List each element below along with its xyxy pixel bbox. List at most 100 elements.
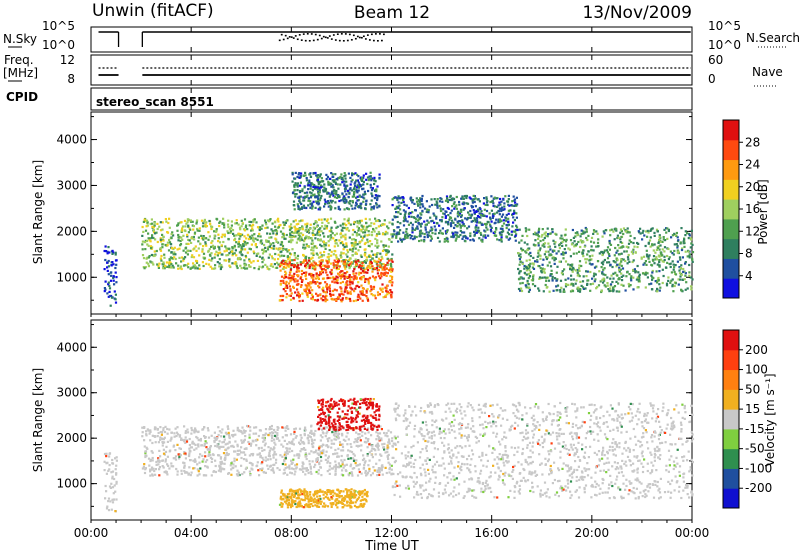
power-cell — [684, 274, 687, 277]
power-cell — [532, 274, 535, 277]
power-cell — [365, 256, 368, 259]
power-cell — [390, 259, 393, 262]
power-cell — [360, 224, 363, 227]
power-cell — [532, 262, 535, 265]
velocity-cell — [176, 433, 180, 436]
power-cell — [311, 207, 314, 210]
power-cell — [561, 244, 564, 247]
velocity-cell — [238, 453, 241, 456]
power-cell — [249, 248, 252, 251]
power-cell — [565, 238, 568, 241]
power-cell — [367, 255, 371, 258]
velocity-cell — [141, 435, 144, 438]
power-cell — [147, 232, 150, 235]
power-cell — [300, 238, 303, 241]
velocity-cell — [271, 434, 274, 437]
power-cell — [514, 230, 517, 233]
power-cell — [352, 193, 356, 196]
power-cell — [352, 187, 356, 191]
velocity-cell — [240, 446, 243, 449]
power-cell — [405, 230, 408, 233]
power-cell — [380, 289, 383, 292]
power-cell — [281, 248, 285, 251]
power-cell — [598, 252, 601, 255]
power-cell — [383, 219, 386, 222]
power-cell — [587, 250, 590, 253]
power-cell — [311, 239, 314, 242]
power-cell — [326, 192, 329, 195]
power-cell — [294, 171, 297, 174]
power-cell — [306, 295, 309, 298]
power-cell — [329, 262, 333, 265]
power-cell — [486, 203, 489, 207]
power-cell — [110, 296, 114, 299]
power-cell — [393, 215, 396, 218]
power-cell — [419, 197, 422, 200]
power-cell — [391, 204, 394, 207]
power-cell — [459, 234, 462, 237]
velocity-cell — [151, 459, 154, 462]
nsearch-point — [342, 39, 345, 42]
power-cell — [344, 233, 347, 236]
power-cell — [331, 175, 334, 178]
power-cell — [370, 234, 374, 237]
velocity-cell — [292, 443, 295, 446]
power-cell — [291, 173, 294, 176]
power-cell — [653, 231, 656, 234]
power-cell — [391, 236, 394, 239]
power-cell — [182, 234, 185, 237]
power-cell — [318, 208, 321, 211]
power-cell — [691, 278, 694, 281]
power-cell — [143, 241, 147, 244]
power-cell — [104, 288, 107, 291]
power-cell — [422, 205, 425, 208]
power-cell — [434, 203, 437, 206]
xaxis-label: Time UT — [364, 539, 418, 554]
nsearch-point — [352, 34, 355, 37]
velocity-cell — [341, 443, 344, 446]
power-cell — [325, 242, 328, 245]
power-cell — [593, 266, 597, 269]
power-cell — [276, 261, 279, 264]
power-cell — [369, 183, 372, 186]
power-cell — [112, 275, 115, 278]
power-cell — [592, 229, 596, 232]
power-cell — [369, 171, 372, 174]
velocity-cell — [193, 431, 196, 434]
power-cell — [459, 208, 463, 211]
power-cell — [291, 276, 294, 279]
power-cell — [270, 255, 273, 258]
power-cell — [329, 271, 332, 274]
velocity-cell — [286, 466, 289, 469]
power-cell — [475, 224, 478, 227]
power-cell — [520, 287, 523, 290]
power-cell — [298, 176, 301, 179]
power-cell — [594, 273, 597, 276]
nsearch-point — [304, 39, 307, 42]
power-cell — [379, 277, 382, 280]
power-cell — [396, 198, 399, 201]
velocity-cell — [387, 429, 390, 432]
power-cell — [317, 197, 320, 201]
power-cell — [544, 234, 547, 237]
power-cell — [658, 270, 661, 273]
power-cell — [505, 235, 509, 239]
power-cell — [240, 267, 243, 270]
power-cell — [409, 197, 412, 200]
power-cell — [462, 197, 465, 200]
power-cell — [310, 272, 313, 276]
power-cell — [159, 221, 162, 224]
power-cell — [626, 262, 629, 265]
power-cell — [445, 230, 448, 233]
power-cell — [289, 280, 292, 283]
power-cell — [642, 263, 645, 266]
power-cell — [326, 260, 329, 263]
power-cell — [254, 237, 257, 240]
power-cell — [345, 193, 348, 196]
power-cell — [416, 215, 419, 218]
power-cell — [353, 266, 356, 269]
power-cell — [198, 267, 201, 270]
power-cell — [378, 293, 381, 296]
power-cell — [644, 273, 647, 276]
power-cell — [191, 254, 194, 257]
